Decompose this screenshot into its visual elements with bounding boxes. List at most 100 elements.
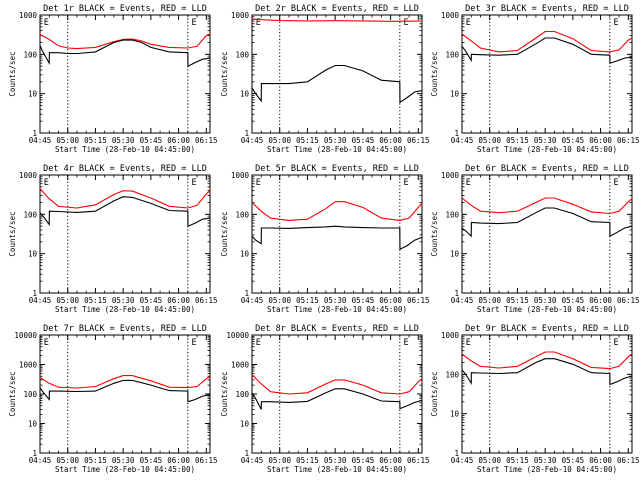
x-tick-label: 04:45	[241, 136, 264, 145]
y-tick-label: 1	[244, 449, 249, 458]
x-tick-label: 04:45	[241, 456, 264, 465]
y-tick-label: 1	[244, 289, 249, 298]
chart-panel-1: Det 1r BLACK = Events, RED = LLD Start Ti…	[8, 4, 218, 154]
y-tick-label: 100	[445, 210, 459, 219]
x-tick-label: 04:45	[451, 296, 474, 305]
y-tick-label: 10	[28, 90, 38, 99]
y-tick-label: 1000	[441, 331, 460, 340]
y-tick-label: 1000	[19, 361, 38, 370]
x-tick-label: 05:00	[268, 136, 291, 145]
lld-series-line	[39, 375, 211, 389]
plot-frame	[461, 174, 633, 294]
event-marker-label: E	[466, 338, 471, 348]
y-axis-label: Counts/sec	[8, 371, 17, 416]
chart-panel-8: Det 8r BLACK = Events, RED = LLD Start Ti…	[220, 324, 430, 474]
chart-title: Det 5r BLACK = Events, RED = LLD	[255, 164, 419, 174]
events-series-line	[461, 37, 633, 64]
chart-panel-6: Det 6r BLACK = Events, RED = LLD Start Ti…	[430, 164, 640, 314]
chart-panel-4: Det 4r BLACK = Events, RED = LLD Start Ti…	[8, 164, 218, 314]
x-tick-label: 05:30	[324, 456, 347, 465]
events-series-line	[251, 225, 423, 251]
x-tick-label: 05:15	[506, 136, 529, 145]
plot-frame	[251, 174, 423, 294]
y-axis-label: Counts/sec	[220, 211, 229, 256]
y-tick-label: 10	[450, 410, 460, 419]
chart-title: Det 3r BLACK = Events, RED = LLD	[465, 4, 629, 14]
x-tick-label: 06:15	[407, 296, 430, 305]
y-axis-label: Counts/sec	[8, 211, 17, 256]
lld-series-line	[461, 30, 633, 53]
y-axis-label: Counts/sec	[220, 371, 229, 416]
x-tick-label: 05:00	[268, 296, 291, 305]
x-tick-label: 04:45	[451, 136, 474, 145]
event-marker-label: E	[44, 178, 49, 188]
chart-title: Det 2r BLACK = Events, RED = LLD	[255, 4, 419, 14]
event-marker-label: E	[256, 178, 261, 188]
y-axis-label: Counts/sec	[8, 51, 17, 96]
lld-series-line	[251, 18, 423, 22]
chart-title: Det 6r BLACK = Events, RED = LLD	[465, 164, 629, 174]
events-series-line	[251, 388, 423, 410]
x-tick-label: 05:45	[140, 296, 163, 305]
x-tick-label: 06:15	[617, 456, 640, 465]
x-tick-label: 05:00	[56, 456, 79, 465]
events-series-line	[461, 207, 633, 238]
y-tick-label: 1000	[19, 171, 38, 180]
event-marker-label: E	[466, 178, 471, 188]
x-tick-label: 06:15	[195, 296, 218, 305]
y-tick-label: 1000	[231, 361, 250, 370]
y-axis-label: Counts/sec	[430, 371, 439, 416]
x-tick-label: 06:00	[379, 456, 402, 465]
events-series-line	[461, 358, 633, 386]
event-marker-label: E	[256, 338, 261, 348]
y-tick-label: 100	[23, 390, 37, 399]
x-tick-label: 04:45	[29, 136, 52, 145]
x-tick-label: 05:00	[56, 296, 79, 305]
events-series-line	[39, 379, 211, 403]
event-marker-label: E	[192, 178, 197, 188]
y-tick-label: 1	[244, 129, 249, 138]
x-tick-label: 06:15	[195, 456, 218, 465]
x-tick-label: 06:00	[167, 136, 190, 145]
y-tick-label: 10	[240, 90, 250, 99]
x-tick-label: 06:15	[407, 456, 430, 465]
event-marker-label: E	[44, 18, 49, 28]
y-tick-label: 1	[32, 129, 37, 138]
plot-frame	[39, 334, 211, 454]
y-tick-label: 1	[32, 289, 37, 298]
event-marker-label: E	[404, 18, 409, 28]
x-tick-label: 04:45	[241, 296, 264, 305]
x-tick-label: 05:45	[352, 296, 375, 305]
y-tick-label: 10	[240, 250, 250, 259]
chart-title: Det 8r BLACK = Events, RED = LLD	[255, 324, 419, 334]
x-axis-label: Start Time (28-Feb-10 04:45:00)	[267, 465, 407, 474]
chart-title: Det 9r BLACK = Events, RED = LLD	[465, 324, 629, 334]
y-tick-label: 1000	[231, 171, 250, 180]
y-tick-label: 1	[454, 129, 459, 138]
plot-frame	[251, 14, 423, 134]
x-tick-label: 05:30	[112, 136, 135, 145]
x-tick-label: 05:30	[112, 456, 135, 465]
chart-panel-3: Det 3r BLACK = Events, RED = LLD Start Ti…	[430, 4, 640, 154]
event-marker-label: E	[614, 178, 619, 188]
event-marker-label: E	[404, 338, 409, 348]
x-tick-label: 05:45	[562, 296, 585, 305]
x-tick-label: 04:45	[29, 296, 52, 305]
x-axis-label: Start Time (28-Feb-10 04:45:00)	[267, 145, 407, 154]
x-tick-label: 05:00	[478, 456, 501, 465]
events-series-line	[251, 64, 423, 104]
y-tick-label: 1	[454, 289, 459, 298]
x-tick-label: 06:00	[589, 296, 612, 305]
y-tick-label: 10000	[14, 331, 37, 340]
y-axis-label: Counts/sec	[430, 51, 439, 96]
x-tick-label: 05:15	[84, 136, 107, 145]
y-tick-label: 1	[32, 449, 37, 458]
y-axis-label: Counts/sec	[220, 51, 229, 96]
y-tick-label: 100	[445, 370, 459, 379]
x-tick-label: 05:45	[562, 136, 585, 145]
lld-series-line	[251, 201, 423, 221]
x-tick-label: 05:00	[268, 456, 291, 465]
chart-panel-2: Det 2r BLACK = Events, RED = LLD Start Ti…	[220, 4, 430, 154]
x-tick-label: 05:15	[296, 456, 319, 465]
